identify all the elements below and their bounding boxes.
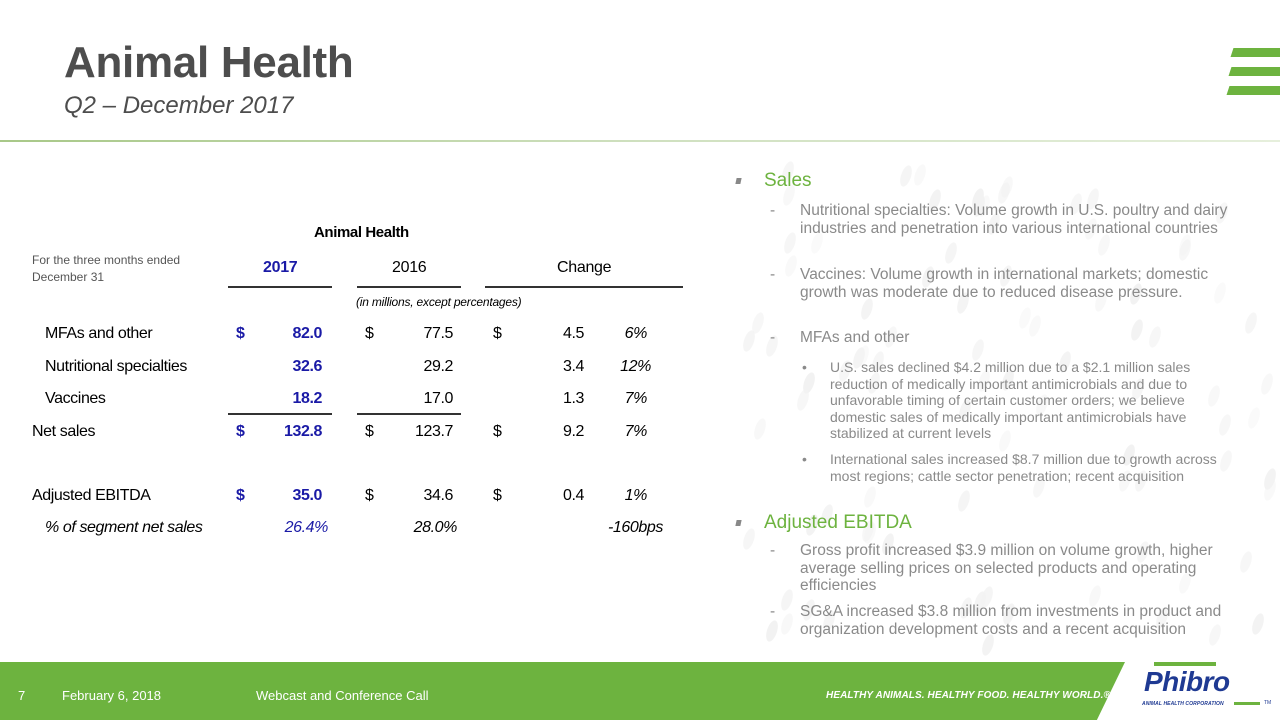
bps-change: -160bps xyxy=(607,519,663,536)
units-note: (in millions, except percentages) xyxy=(356,295,522,309)
table-row: Nutritional specialties 32.6 29.2 3.4 12… xyxy=(0,358,700,380)
table-row: Adjusted EBITDA $ 35.0 $ 34.6 $ 0.4 1% xyxy=(0,487,700,509)
list-item-text: Vaccines: Volume growth in international… xyxy=(800,266,1209,301)
percent-change: 7% xyxy=(624,423,648,440)
sub-list-item-text: U.S. sales declined $4.2 million due to … xyxy=(830,359,1191,441)
dollar-sign: $ xyxy=(493,423,502,440)
dollar-sign: $ xyxy=(493,487,502,504)
row-label: MFAs and other xyxy=(45,325,153,342)
table-row: Net sales $ 132.8 $ 123.7 $ 9.2 7% xyxy=(0,423,700,445)
value-2017: 35.0 xyxy=(292,487,322,504)
dollar-sign: $ xyxy=(365,487,374,504)
dash-icon: - xyxy=(770,603,776,620)
dollar-sign: $ xyxy=(365,325,374,342)
value-2017: 32.6 xyxy=(292,358,322,375)
row-label: % of segment net sales xyxy=(45,519,203,536)
subtotal-underline-2017 xyxy=(228,413,332,415)
logo-subtitle: ANIMAL HEALTH CORPORATION xyxy=(1142,701,1224,707)
value-2017: 18.2 xyxy=(292,390,322,407)
list-item-text: Gross profit increased $3.9 million on v… xyxy=(800,542,1213,594)
value-2016: 28.0% xyxy=(413,519,458,536)
value-2017: 132.8 xyxy=(283,423,322,440)
dash-icon: - xyxy=(770,542,776,559)
page-title: Animal Health xyxy=(64,38,354,87)
percent-change: 7% xyxy=(624,390,648,407)
logo-trademark: TM xyxy=(1264,700,1272,706)
header-underline-change xyxy=(485,286,683,288)
dollar-sign: $ xyxy=(236,487,245,504)
value-change: 1.3 xyxy=(562,390,584,407)
dash-icon: - xyxy=(770,329,776,346)
dollar-sign: $ xyxy=(493,325,502,342)
section-heading: Sales xyxy=(764,170,812,191)
column-header-2017: 2017 xyxy=(263,259,298,276)
header-underline-2017 xyxy=(228,286,332,288)
sub-list-item-text: International sales increased $8.7 milli… xyxy=(830,451,1217,484)
list-item-text: MFAs and other xyxy=(800,329,910,346)
percent-change: 6% xyxy=(624,325,648,342)
dollar-sign: $ xyxy=(236,325,245,342)
bullet-icon: • xyxy=(802,451,807,467)
row-label: Adjusted EBITDA xyxy=(32,487,151,504)
row-label: Net sales xyxy=(32,423,96,440)
section-heading: Adjusted EBITDA xyxy=(764,512,912,533)
table-row: Vaccines 18.2 17.0 1.3 7% xyxy=(0,390,700,412)
value-2016: 77.5 xyxy=(423,325,453,342)
footer: 7 February 6, 2018 Webcast and Conferenc… xyxy=(0,662,1280,720)
value-2017: 26.4% xyxy=(284,519,329,536)
table-title: Animal Health xyxy=(314,224,409,241)
row-label: Vaccines xyxy=(45,390,106,407)
column-header-2016: 2016 xyxy=(392,259,427,276)
footer-event: Webcast and Conference Call xyxy=(256,688,429,703)
value-change: 3.4 xyxy=(562,358,584,375)
header-underline-2016 xyxy=(357,286,461,288)
page-number: 7 xyxy=(18,688,26,703)
footer-tagline: HEALTHY ANIMALS. HEALTHY FOOD. HEALTHY W… xyxy=(826,690,1111,701)
table-row: MFAs and other $ 82.0 $ 77.5 $ 4.5 6% xyxy=(0,325,700,347)
value-change: 0.4 xyxy=(562,487,584,504)
header-divider xyxy=(0,140,1280,142)
column-header-change: Change xyxy=(557,259,612,276)
dash-icon: - xyxy=(770,266,776,283)
green-stripes-icon xyxy=(1224,48,1280,96)
percent-change: 12% xyxy=(620,358,651,375)
dollar-sign: $ xyxy=(236,423,245,440)
value-2016: 29.2 xyxy=(423,358,453,375)
list-item-text: Nutritional specialties: Volume growth i… xyxy=(800,202,1228,237)
bullet-icon: • xyxy=(802,359,807,375)
value-2016: 123.7 xyxy=(414,423,453,440)
subtotal-underline-2016 xyxy=(357,413,461,415)
footer-date: February 6, 2018 xyxy=(62,688,162,703)
row-label: Nutritional specialties xyxy=(45,358,187,375)
dash-icon: - xyxy=(770,202,776,219)
value-change: 4.5 xyxy=(562,325,584,342)
phibro-logo: Phibro ANIMAL HEALTH CORPORATION TM xyxy=(1138,662,1278,720)
footer-band xyxy=(0,662,1125,720)
period-label: For the three months ended December 31 xyxy=(32,253,181,284)
page-subtitle: Q2 – December 2017 xyxy=(64,92,294,119)
list-item-text: SG&A increased $3.8 million from investm… xyxy=(800,603,1222,638)
logo-wordmark: Phibro xyxy=(1144,666,1230,697)
table-row: % of segment net sales 26.4% 28.0% -160b… xyxy=(0,519,700,541)
value-2016: 17.0 xyxy=(423,390,453,407)
value-2016: 34.6 xyxy=(423,487,453,504)
value-2017: 82.0 xyxy=(292,325,322,342)
value-change: 9.2 xyxy=(562,423,584,440)
percent-change: 1% xyxy=(624,487,648,504)
dollar-sign: $ xyxy=(365,423,374,440)
